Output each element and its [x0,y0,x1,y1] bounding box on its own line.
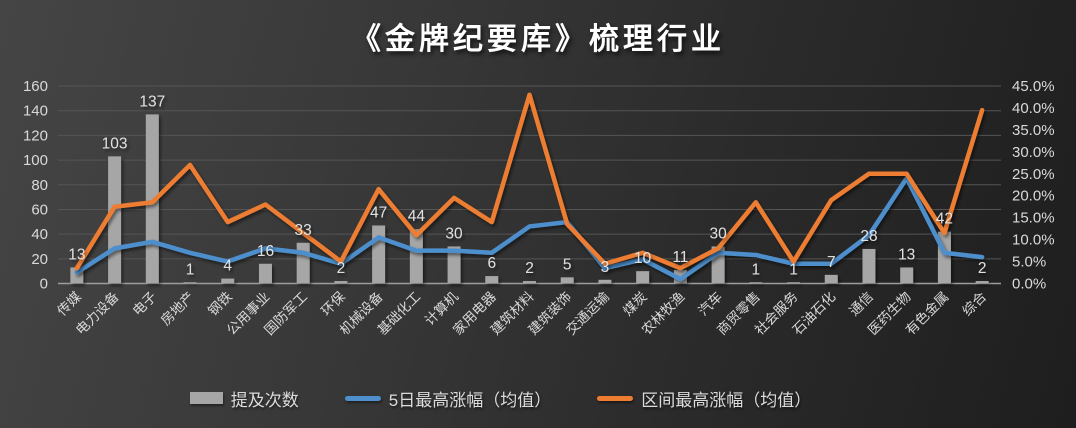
legend-item-interval-gain: 区间最高涨幅（均值） [597,386,811,411]
legend-item-5day-gain: 5日最高涨幅（均值） [344,386,552,411]
bar-value-label: 30 [709,225,727,242]
chart-title: 《金牌纪要库》梳理行业 [351,23,725,56]
bar-value-label: 13 [68,246,85,263]
bar [296,242,310,284]
bar [108,156,122,284]
right-axis-tick: 30.0% [1012,144,1055,161]
left-axis-tick: 60 [31,201,48,218]
bar-value-label: 30 [445,225,463,242]
bar-value-label: 16 [257,243,274,260]
bar-value-label: 13 [898,246,915,263]
legend-item-mentions: 提及次数 [189,386,299,411]
bar-value-label: 44 [408,208,426,225]
category-label: 通信 [846,289,876,319]
bar-value-label: 2 [525,260,534,277]
bar [749,282,763,284]
legend: 提及次数 5日最高涨幅（均值） 区间最高涨幅（均值） [0,383,1001,413]
left-axis-tick: 20 [31,251,48,268]
bar [183,282,197,284]
bar [523,281,536,284]
bar-value-label: 47 [370,204,387,221]
left-axis-tick: 80 [31,177,48,194]
bar-value-label: 2 [978,260,987,277]
left-axis-tick: 0 [40,276,48,293]
legend-label: 5日最高涨幅（均值） [388,390,552,410]
right-axis-tick: 10.0% [1012,232,1055,249]
category-label: 综合 [960,289,990,319]
bar [334,281,348,284]
bar [598,279,612,284]
right-axis-tick: 5.0% [1012,254,1046,271]
bar-value-label: 7 [827,254,836,271]
bar [900,267,914,284]
bar-value-label: 1 [752,261,761,278]
left-axis-tick: 120 [23,127,48,144]
legend-bar-swatch [189,392,223,404]
bar [372,225,386,284]
bar [221,278,235,284]
bar [560,277,574,284]
left-axis-tick: 160 [23,78,48,95]
right-axis-tick: 15.0% [1012,210,1055,227]
legend-line-swatch [597,395,634,401]
bar-value-label: 33 [295,222,312,239]
left-axis-tick: 100 [23,152,48,169]
legend-line-swatch [344,395,381,401]
legend-label: 区间最高涨幅（均值） [641,390,812,410]
bar [447,246,461,284]
right-axis-tick: 20.0% [1012,188,1055,205]
category-label: 汽车 [695,288,725,318]
bar [787,282,801,284]
right-axis-tick: 35.0% [1012,122,1055,139]
category-label: 房地产 [158,289,197,328]
category-label: 电子 [130,289,160,319]
bar [485,276,499,284]
bar-value-label: 28 [860,228,877,245]
right-axis-tick: 40.0% [1012,100,1055,117]
bar [636,271,650,284]
right-axis-tick: 0.0% [1012,276,1046,293]
bar-value-label: 103 [102,135,128,152]
bar-value-label: 6 [487,255,496,272]
category-label: 煤炭 [620,289,650,319]
bar-value-label: 137 [139,93,165,110]
line-5day-max-gain [74,175,985,282]
bar [258,263,272,284]
bar-value-label: 42 [936,211,953,228]
bar-value-label: 1 [789,261,798,278]
category-label: 环保 [318,289,348,319]
bar-value-label: 4 [223,258,232,275]
bar-value-label: 1 [186,261,195,278]
bar-value-label: 11 [672,249,688,266]
legend-label: 提及次数 [230,390,299,410]
bar [862,248,876,284]
left-axis-tick: 140 [23,103,48,120]
category-label: 钢铁 [205,289,235,319]
bar-value-label: 2 [337,260,346,277]
bar-value-label: 5 [563,256,572,273]
bar [824,274,838,284]
bar-value-label: 3 [601,259,610,276]
line-interval-max-gain [74,92,985,271]
category-label: 传媒 [54,289,84,319]
bar [409,229,423,284]
right-axis-tick: 45.0% [1012,78,1055,95]
right-axis-tick: 25.0% [1012,166,1055,183]
left-axis-tick: 40 [31,226,48,243]
bar-value-label: 10 [634,250,652,267]
bar [975,281,989,284]
